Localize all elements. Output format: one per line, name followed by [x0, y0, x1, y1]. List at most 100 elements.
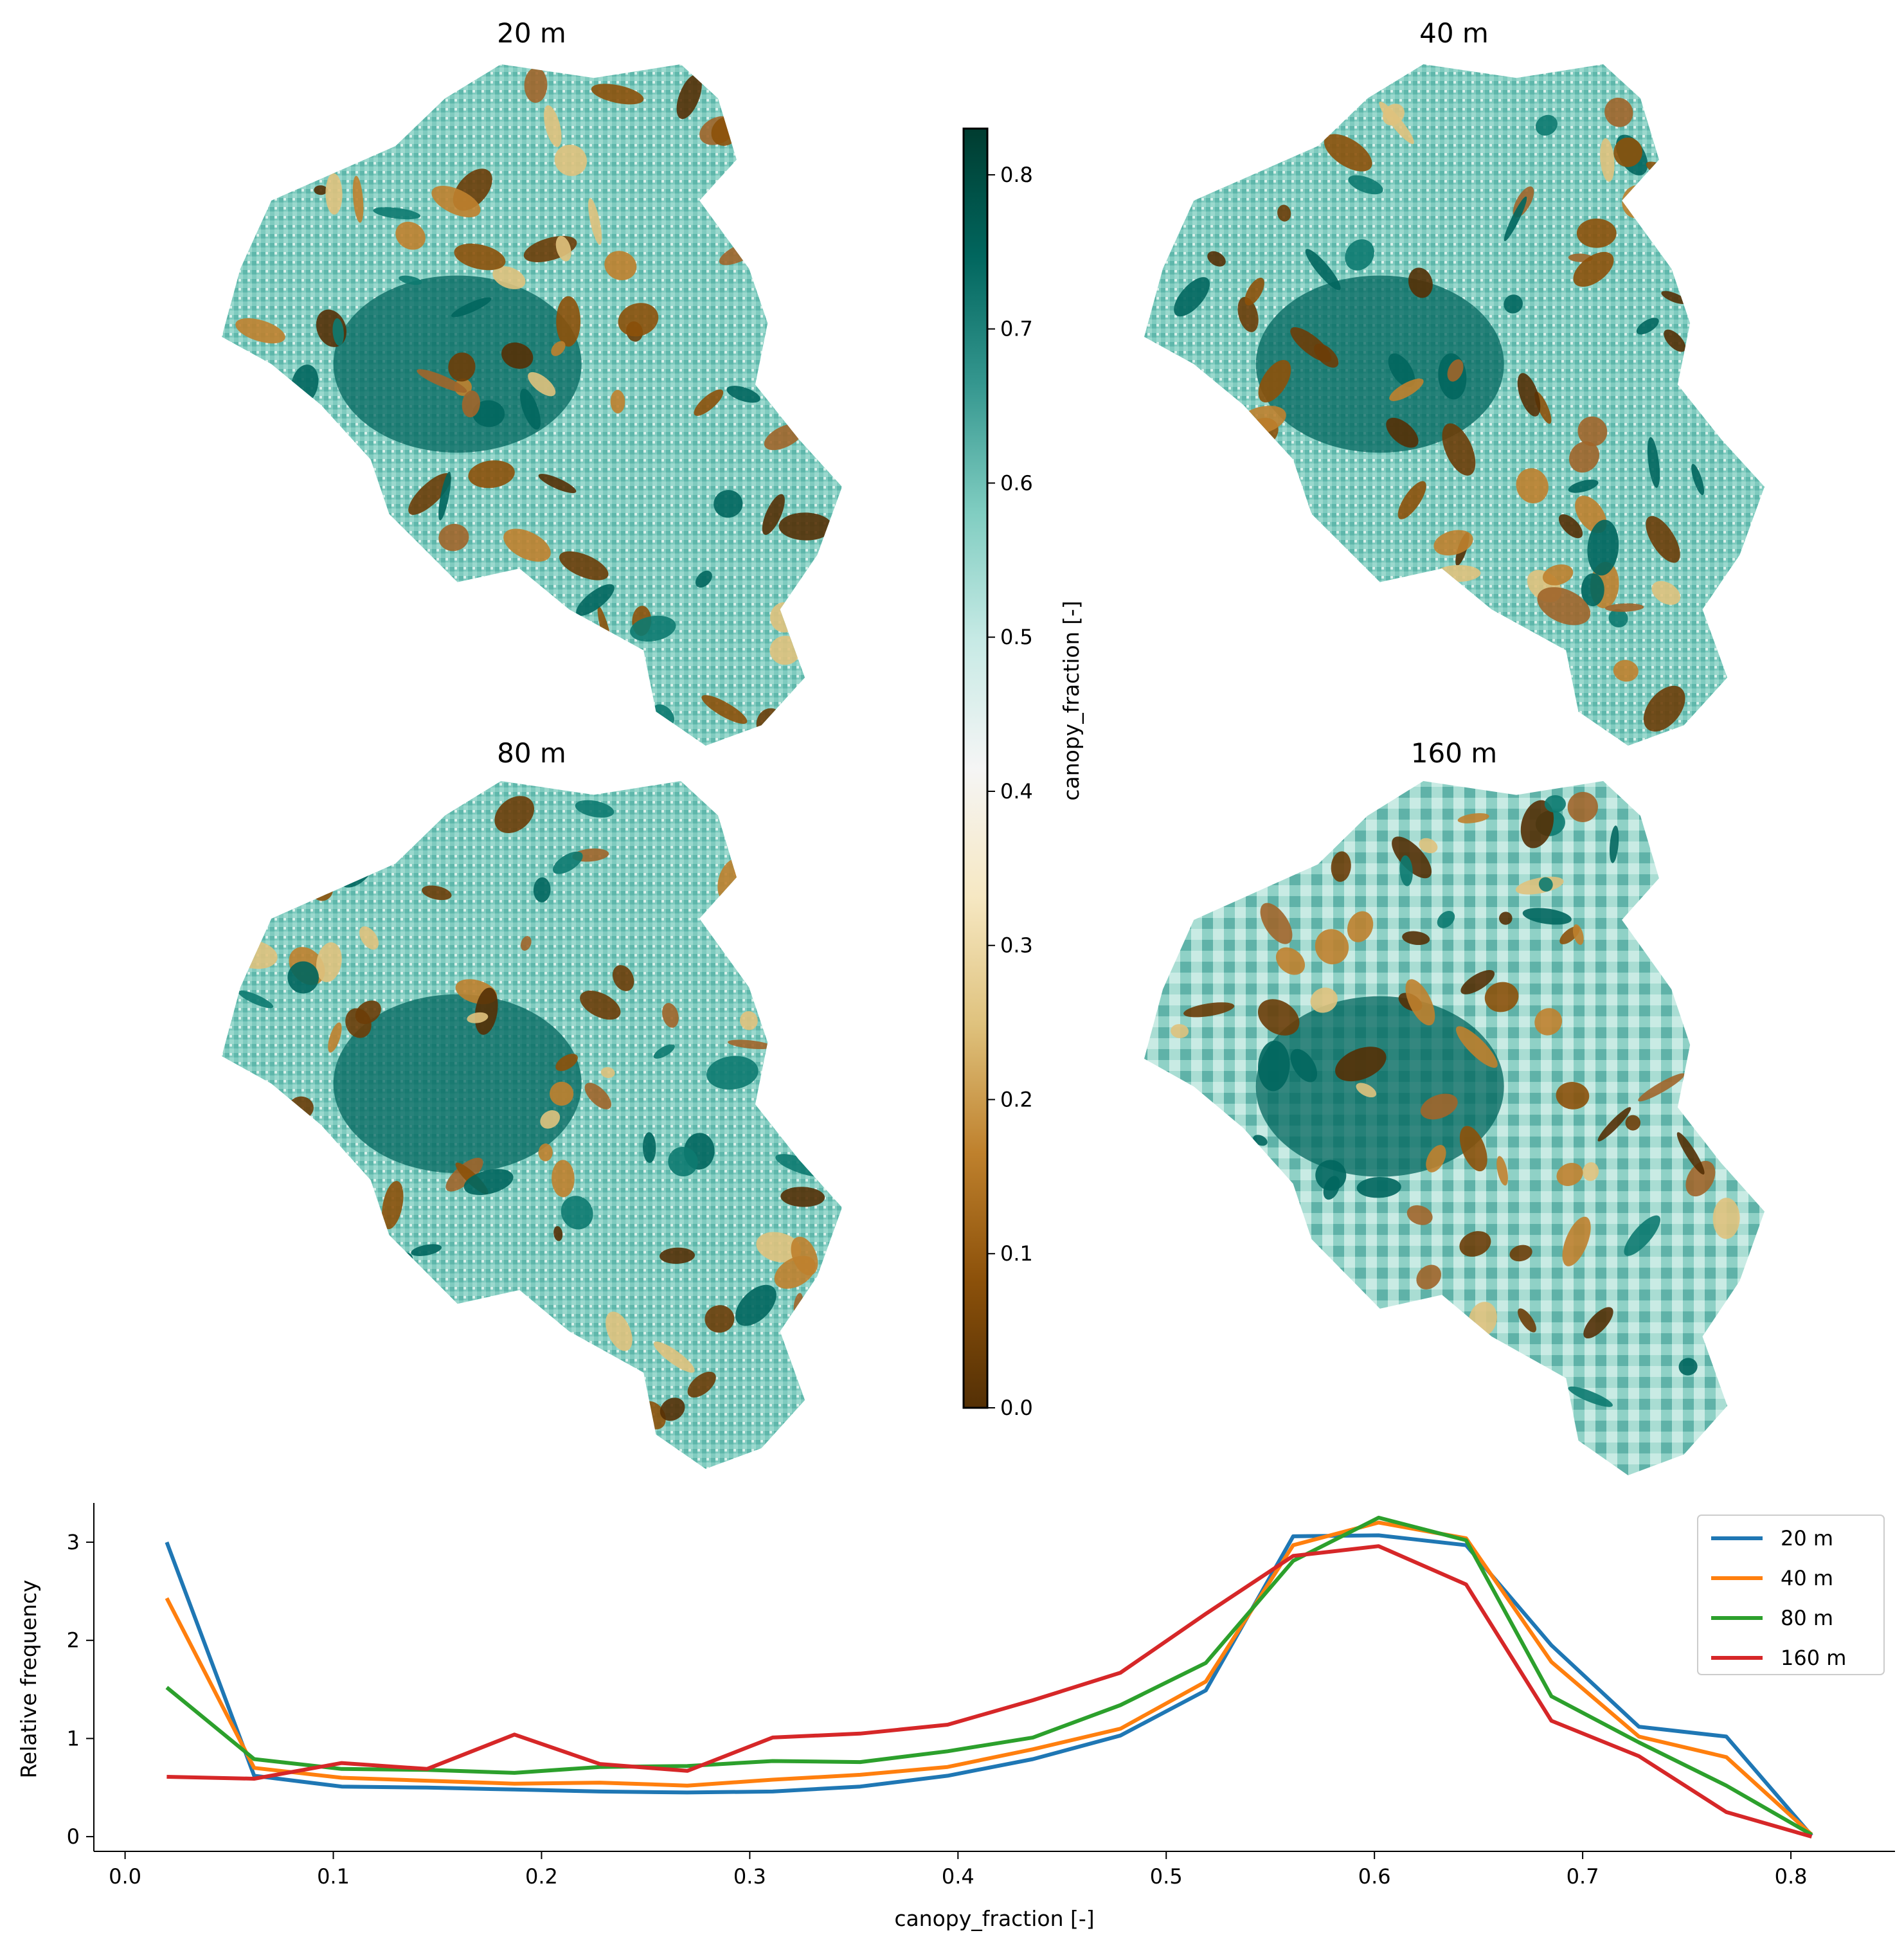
canopy-patch — [1520, 800, 1554, 849]
canopy-patch — [1411, 614, 1442, 638]
canopy-patch — [451, 297, 492, 318]
canopy-patch — [1275, 947, 1306, 975]
canopy-patch — [464, 668, 492, 687]
canopy-patch — [396, 539, 416, 594]
canopy-patch — [1608, 609, 1628, 628]
canopy-patch — [770, 602, 798, 633]
canopy-patch — [1290, 327, 1332, 363]
canopy-patch — [1156, 1197, 1201, 1225]
canopy-patch — [1216, 849, 1239, 873]
canopy-patch — [520, 936, 532, 951]
canopy-patch — [382, 1181, 404, 1230]
canopy-patch — [1382, 103, 1405, 126]
canopy-patch — [1207, 251, 1226, 267]
canopy-patch — [472, 400, 505, 427]
series-line-80m — [165, 1515, 1813, 1837]
canopy-patch — [1676, 827, 1707, 854]
canopy-patch — [771, 843, 788, 861]
canopy-patch — [1676, 1132, 1705, 1175]
canopy-patch — [1456, 1026, 1498, 1068]
canopy-patch — [668, 1146, 698, 1177]
canopy-patch — [1613, 660, 1639, 682]
canopy-patch — [513, 592, 538, 620]
canopy-patch — [1347, 911, 1374, 942]
canopy-patch — [468, 460, 515, 489]
canopy-patch — [365, 593, 419, 604]
canopy-patch — [352, 175, 364, 223]
canopy-patch — [532, 674, 564, 700]
canopy-patch — [642, 1132, 656, 1163]
canopy-patch — [771, 269, 805, 311]
dense-canopy-region — [333, 994, 582, 1173]
canopy-patch — [1542, 564, 1574, 586]
canopy-patch — [1331, 851, 1351, 882]
canopy-patch — [422, 885, 452, 901]
canopy-patch — [600, 1067, 615, 1078]
canopy-patch — [739, 1011, 758, 1030]
canopy-patch — [1402, 931, 1430, 946]
canopy-patch — [240, 364, 265, 378]
colorbar-tick-label: 0.2 — [1000, 1087, 1033, 1111]
canopy-patch — [630, 615, 676, 642]
legend-label: 80 m — [1781, 1606, 1833, 1630]
canopy-patch — [1287, 611, 1309, 632]
canopy-patch — [528, 372, 556, 397]
canopy-patch — [588, 198, 602, 245]
canopy-patch — [492, 1323, 534, 1351]
canopy-patch — [1537, 587, 1591, 625]
canopy-patch — [653, 1044, 675, 1059]
canopy-patch — [463, 1169, 514, 1196]
chart-series — [165, 1515, 1813, 1839]
canopy-patch — [1258, 359, 1291, 403]
canopy-patch — [694, 389, 724, 416]
canopy-patch — [687, 1371, 716, 1398]
canopy-patch — [1168, 1205, 1182, 1222]
canopy-patch — [343, 123, 380, 152]
canopy-patch — [1643, 685, 1685, 732]
x-tick-label: 0.0 — [109, 1864, 141, 1889]
canopy-patch — [235, 318, 285, 344]
canopy-patch — [1568, 1386, 1613, 1407]
canopy-patch — [1558, 514, 1583, 539]
canopy-patch — [735, 1284, 777, 1326]
canopy-patch — [305, 1326, 321, 1351]
canopy-patch — [1183, 1002, 1235, 1018]
canopy-patch — [701, 695, 748, 724]
canopy-patch — [307, 1421, 318, 1444]
canopy-patch — [1428, 643, 1466, 696]
canopy-patch — [1691, 463, 1705, 496]
canopy-patch — [1315, 616, 1342, 634]
canopy-patch — [606, 1311, 633, 1351]
series-line-20m — [165, 1533, 1813, 1837]
canopy-patch — [1600, 138, 1615, 182]
canopy-patch — [538, 1143, 553, 1162]
canopy-patch — [363, 536, 386, 575]
x-tick-label: 0.6 — [1358, 1864, 1391, 1889]
canopy-patch — [1324, 134, 1372, 172]
canopy-patch — [772, 254, 793, 283]
canopy-patch — [1573, 251, 1614, 287]
canopy-patch — [1172, 1139, 1201, 1167]
canopy-patch — [1438, 1426, 1469, 1461]
canopy-patch — [764, 922, 819, 950]
canopy-patch — [576, 584, 615, 616]
canopy-patch — [395, 221, 426, 250]
canopy-patch — [267, 96, 292, 140]
canopy-patch — [544, 105, 562, 147]
canopy-patch — [731, 803, 760, 841]
canopy-patch — [662, 1003, 679, 1028]
canopy-patch — [1277, 204, 1291, 222]
canopy-patch — [316, 942, 342, 982]
y-tick-label: 0 — [67, 1824, 80, 1849]
canopy-patch — [610, 390, 625, 414]
canopy-patch — [359, 926, 379, 950]
canopy-patch — [1347, 1357, 1380, 1396]
canopy-patch — [345, 1008, 372, 1038]
canopy-patch — [1459, 1126, 1487, 1172]
canopy-patch — [322, 832, 355, 863]
canopy-patch — [552, 851, 583, 874]
canopy-patch — [1715, 1005, 1742, 1033]
canopy-patch — [1516, 468, 1549, 504]
canopy-patch — [1298, 1331, 1322, 1356]
map-raster — [1144, 64, 1765, 746]
